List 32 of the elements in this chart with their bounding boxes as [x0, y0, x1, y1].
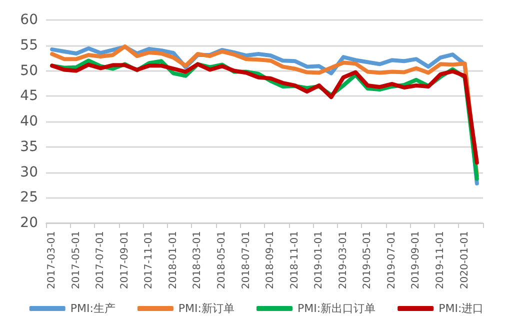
x-tick-label: 2019-09-01 [410, 231, 422, 290]
y-tick-label: 35 [20, 138, 38, 155]
x-tick-label: 2017-03-01 [46, 231, 58, 290]
y-tick-label: 50 [20, 62, 38, 79]
y-tick-label: 20 [20, 215, 38, 231]
y-tick-label: 45 [20, 88, 38, 104]
x-tick-label: 2017-09-01 [119, 231, 130, 290]
x-tick-label: 2017-07-01 [95, 231, 106, 290]
x-tick-label: 2018-03-01 [192, 231, 204, 290]
x-tick-label: 2017-05-01 [70, 231, 82, 290]
x-tick-label: 2018-07-01 [240, 231, 252, 290]
y-tick-label: 60 [20, 12, 38, 28]
x-tick-label: 2019-05-01 [362, 231, 374, 290]
y-tick-label: 40 [20, 114, 38, 130]
legend-label: PMI:新订单 [178, 302, 235, 315]
legend-label: PMI:生产 [70, 302, 116, 315]
y-tick-label: 30 [20, 164, 38, 180]
legend-label: PMI:新出口订单 [298, 302, 376, 315]
x-tick-label: 2018-05-01 [216, 231, 228, 290]
x-tick-label: 2019-11-01 [435, 231, 446, 290]
x-tick-label: 2017-11-01 [144, 231, 155, 290]
y-tick-label: 25 [20, 190, 38, 206]
x-tick-label: 2018-01-01 [168, 231, 179, 290]
x-tick-label: 2020-01-01 [459, 231, 470, 290]
y-tick-label: 55 [20, 37, 38, 54]
x-tick-label: 2018-11-01 [289, 231, 300, 290]
x-tick-label: 2019-03-01 [338, 231, 349, 290]
line-series [50, 62, 479, 165]
legend-label: PMI:进口 [438, 302, 484, 315]
x-tick-label: 2019-07-01 [386, 231, 398, 290]
x-tick-label: 2018-09-01 [265, 231, 276, 290]
x-tick-label: 2019-01-01 [314, 231, 325, 290]
